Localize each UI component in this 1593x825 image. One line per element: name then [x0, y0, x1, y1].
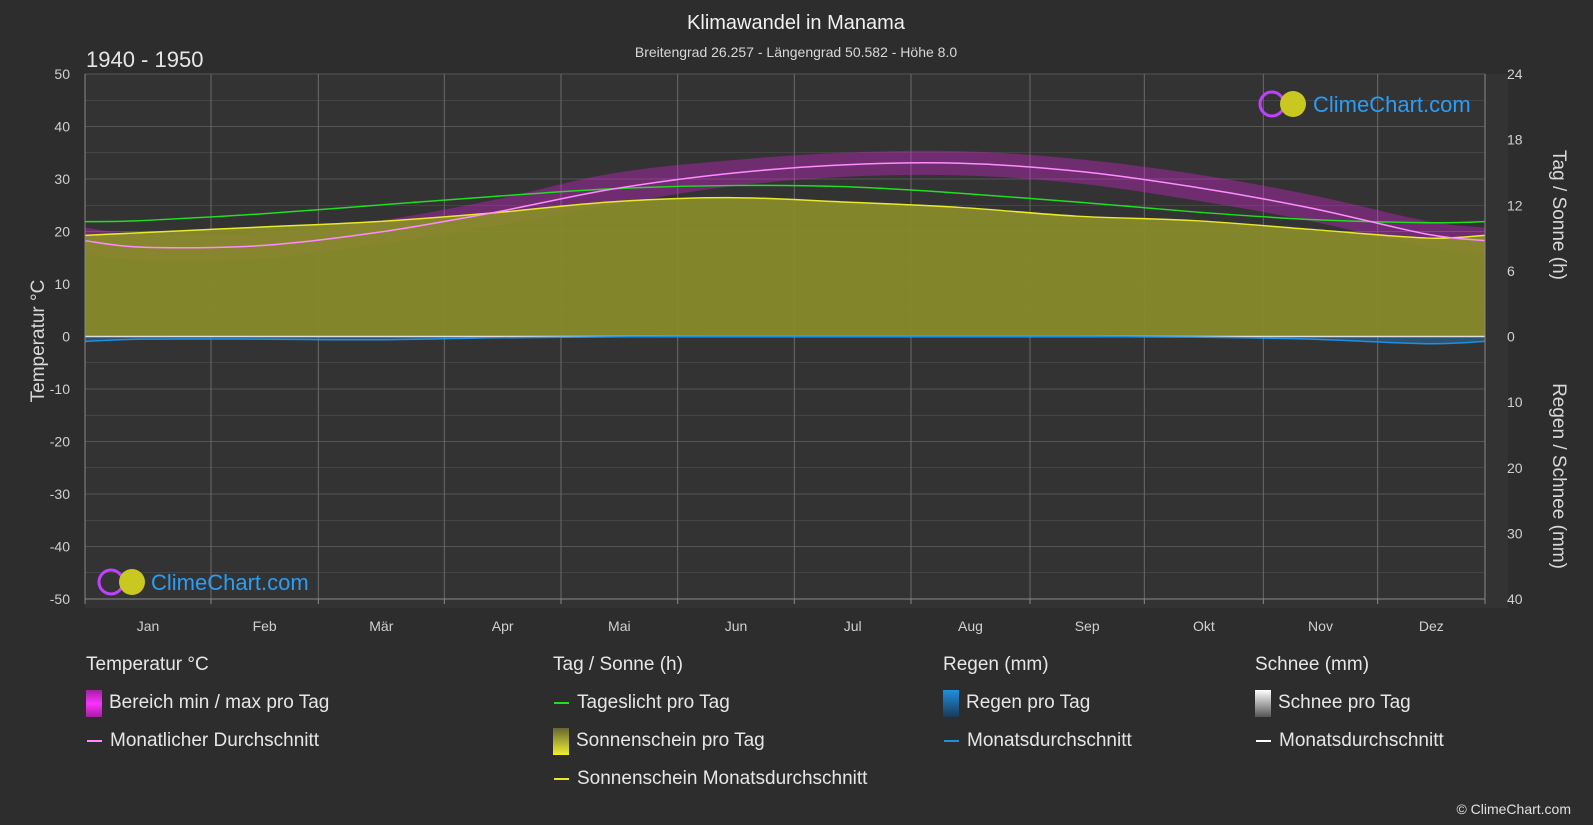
x-tick-month: Jun: [725, 618, 748, 634]
sunshine-avg-line: [84, 196, 1486, 240]
brand-name-top: ClimeChart.com: [1313, 92, 1471, 117]
legend-item-daylight: Tageslicht pro Tag: [553, 684, 867, 722]
y-tick-left: 20: [54, 224, 70, 240]
legend-label: Regen pro Tag: [966, 692, 1091, 713]
y-tick-left: 10: [54, 276, 70, 292]
legend-label: Sonnenschein pro Tag: [576, 730, 765, 751]
x-tick-month: Feb: [253, 618, 277, 634]
temp-avg-line: [84, 162, 1486, 249]
y-tick-left: -20: [50, 434, 70, 450]
temp-range-swatch: [86, 689, 102, 717]
y-tick-left: -30: [50, 486, 70, 502]
legend-snow-heading: Schnee (mm): [1255, 654, 1370, 675]
sunshine-area: [85, 197, 1485, 337]
legend-label: Bereich min / max pro Tag: [109, 692, 330, 713]
chart-title: Klimawandel in Manama: [687, 12, 906, 34]
legend-item-rain-avg: Monatsdurchschnitt: [943, 722, 1132, 760]
legend-label: Monatsdurchschnitt: [1279, 730, 1444, 751]
y-tick-left: -10: [50, 381, 70, 397]
sunshine-avg-swatch: [554, 778, 569, 780]
x-tick-month: Aug: [958, 618, 983, 634]
x-tick-month: Apr: [492, 618, 514, 634]
daylight-swatch: [554, 702, 569, 704]
legend-label: Tageslicht pro Tag: [577, 692, 730, 713]
legend-rain-heading: Regen (mm): [943, 654, 1049, 675]
legend-item-temp-range: Bereich min / max pro Tag: [86, 684, 329, 722]
y-tick-right-top: 12: [1507, 197, 1523, 213]
legend-sun-heading: Tag / Sonne (h): [553, 654, 683, 675]
period-label: 1940 - 1950: [86, 47, 203, 72]
x-tick-month: Jul: [844, 618, 862, 634]
legend-item-sunshine-avg: Sonnenschein Monatsdurchschnitt: [553, 760, 867, 798]
sunshine-swatch: [553, 727, 569, 755]
y-axis-right-top-label: Tag / Sonne (h): [1548, 150, 1569, 280]
legend-snow: Schnee (mm) Schnee pro Tag Monatsdurchsc…: [1255, 650, 1444, 760]
brand-logo-top: ClimeChart.com: [1258, 90, 1471, 118]
copyright: © ClimeChart.com: [1456, 801, 1571, 817]
legend-item-sunshine: Sonnenschein pro Tag: [553, 722, 867, 760]
y-tick-right-top: 24: [1507, 66, 1523, 82]
legend-label: Schnee pro Tag: [1278, 692, 1411, 713]
legend-item-snow-day: Schnee pro Tag: [1255, 684, 1444, 722]
x-tick-month: Mär: [369, 618, 393, 634]
x-tick-month: Nov: [1308, 618, 1333, 634]
legend-label: Monatlicher Durchschnitt: [110, 730, 320, 751]
y-tick-left: 50: [54, 66, 70, 82]
y-tick-left: -50: [50, 591, 70, 607]
y-tick-left: 40: [54, 119, 70, 135]
series-lines: [84, 162, 1486, 345]
legend-sun: Tag / Sonne (h) Tageslicht pro Tag Sonne…: [553, 650, 867, 798]
y-tick-right-bottom: 40: [1507, 591, 1523, 607]
legend: Temperatur °C Bereich min / max pro Tag …: [0, 650, 1593, 825]
y-tick-left: -40: [50, 539, 70, 555]
logo-sun-icon: [119, 569, 145, 595]
y-axis-left-label: Temperatur °C: [28, 280, 49, 403]
legend-label: Monatsdurchschnitt: [967, 730, 1132, 751]
rain-avg-swatch: [944, 740, 959, 742]
rain-avg-line: [84, 335, 1486, 345]
y-tick-left: 0: [62, 329, 70, 345]
brand-name-bottom: ClimeChart.com: [151, 570, 309, 595]
y-tick-right-top: 6: [1507, 263, 1515, 279]
y-axis-right-bottom-label: Regen / Schnee (mm): [1548, 383, 1569, 569]
logo-sun-icon: [1280, 91, 1306, 117]
snow-swatch: [1255, 689, 1271, 717]
x-tick-month: Sep: [1075, 618, 1100, 634]
plot-area: [85, 74, 1508, 608]
legend-temperature-heading: Temperatur °C: [86, 654, 209, 675]
y-tick-right-bottom: 20: [1507, 460, 1523, 476]
legend-rain: Regen (mm) Regen pro Tag Monatsdurchschn…: [943, 650, 1132, 760]
y-tick-right-bottom: 30: [1507, 525, 1523, 541]
daylight-line: [84, 184, 1486, 224]
y-tick-left: 30: [54, 171, 70, 187]
rain-swatch: [943, 689, 959, 717]
temp-avg-swatch: [87, 740, 102, 742]
legend-temperature: Temperatur °C Bereich min / max pro Tag …: [86, 650, 329, 760]
x-tick-month: Okt: [1193, 618, 1215, 634]
sunshine-fill: [85, 197, 1485, 337]
x-tick-month: Jan: [137, 618, 160, 634]
legend-item-rain-day: Regen pro Tag: [943, 684, 1132, 722]
x-tick-month: Mai: [608, 618, 631, 634]
x-tick-month: Dez: [1419, 618, 1444, 634]
brand-logo-bottom: ClimeChart.com: [97, 568, 309, 596]
y-tick-right-top: 18: [1507, 132, 1523, 148]
snow-avg-swatch: [1256, 740, 1271, 742]
chart-subtitle: Breitengrad 26.257 - Längengrad 50.582 -…: [635, 44, 957, 60]
y-tick-right-top: 0: [1507, 329, 1515, 345]
legend-item-temp-avg: Monatlicher Durchschnitt: [86, 722, 329, 760]
y-tick-right-bottom: 10: [1507, 394, 1523, 410]
axes: 50 40 30 20 10 0 -10 -20 -30 -40 -50 24 18 12 6 0 10 20 30…: [50, 66, 1523, 634]
legend-label: Sonnenschein Monatsdurchschnitt: [577, 768, 868, 789]
legend-item-snow-avg: Monatsdurchschnitt: [1255, 722, 1444, 760]
